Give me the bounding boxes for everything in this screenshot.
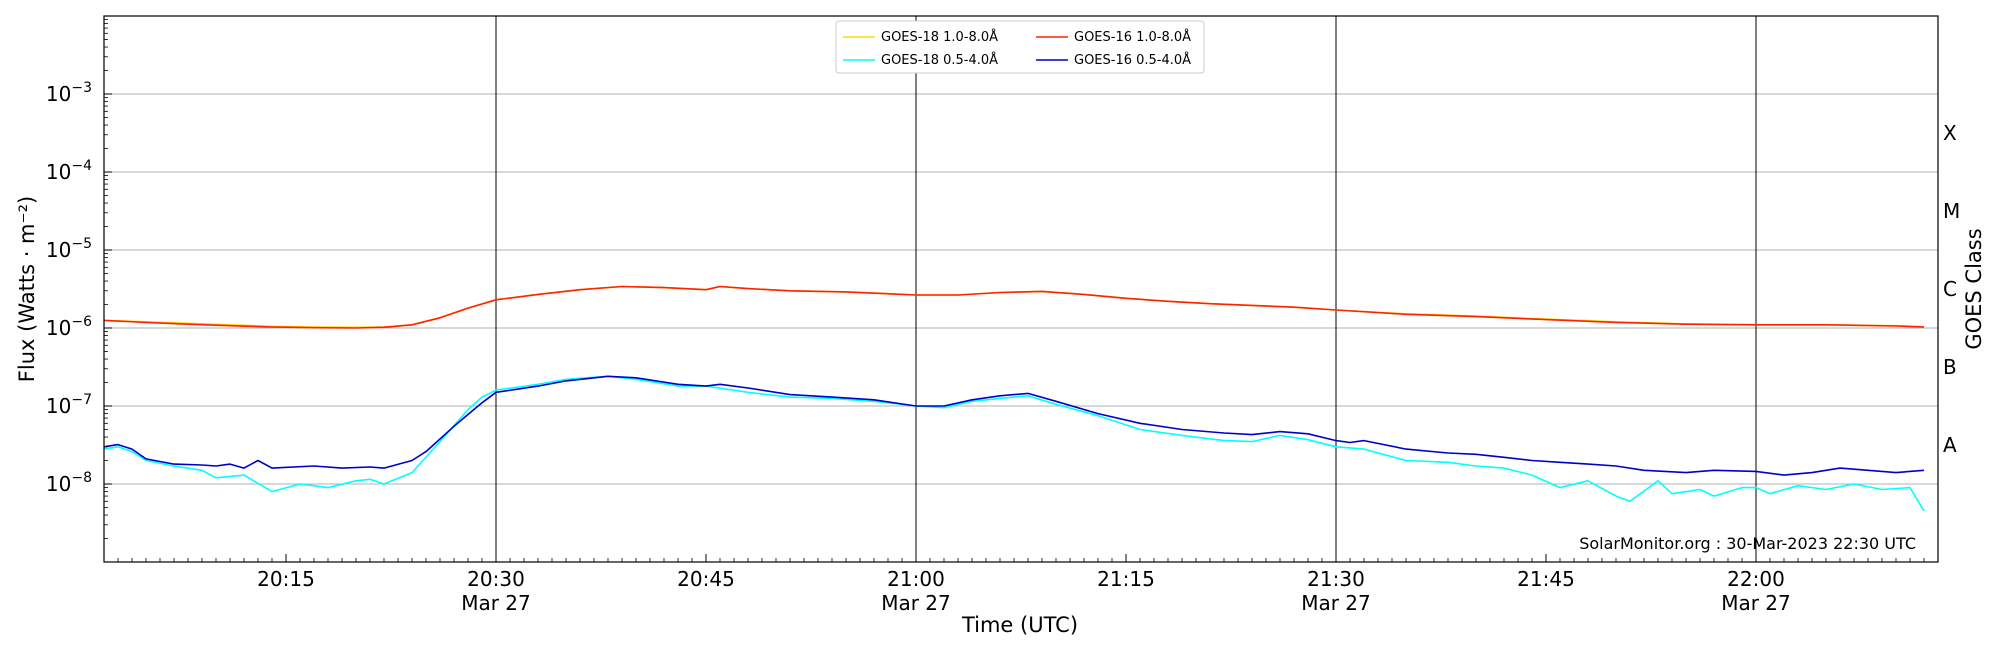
goes-class-label-a: A (1943, 433, 1957, 457)
x-tick-label-5: 21:30 (1307, 567, 1365, 591)
series-line-2 (103, 285, 1925, 329)
grid-lines (104, 93, 1938, 485)
x-tick-date-7: Mar 27 (1721, 591, 1791, 615)
legend-label-goes18-long: GOES-18 1.0-8.0Å (881, 29, 998, 45)
y-axis-label: Flux (Watts · m⁻²) (15, 196, 39, 382)
y-tick-label-0: 10−8 (46, 470, 92, 496)
legend-entry-goes16-long: GOES-16 1.0-8.0Å (1036, 29, 1191, 45)
series-line-1 (103, 375, 1925, 512)
x-tick-label-6: 21:45 (1517, 567, 1575, 591)
y-tick-label-3: 10−5 (46, 236, 92, 262)
y-tick-label-1: 10−7 (46, 392, 92, 418)
right-axis-label: GOES Class (1962, 228, 1986, 349)
legend-label-goes16-long: GOES-16 1.0-8.0Å (1074, 29, 1191, 45)
legend-label-goes16-short: GOES-16 0.5-4.0Å (1074, 52, 1191, 68)
y-tick-label-4: 10−4 (46, 158, 92, 184)
credit-text: SolarMonitor.org : 30-Mar-2023 22:30 UTC (1579, 534, 1916, 553)
x-tick-date-1: Mar 27 (461, 591, 531, 615)
x-tick-label-2: 20:45 (677, 567, 735, 591)
legend-entry-goes18-short: GOES-18 0.5-4.0Å (843, 52, 998, 68)
x-tick-label-1: 20:30 (467, 567, 525, 591)
x-tick-date-3: Mar 27 (881, 591, 951, 615)
series-line-3 (103, 375, 1925, 476)
x-axis-label: Time (UTC) (961, 613, 1078, 637)
legend-entry-goes16-short: GOES-16 0.5-4.0Å (1036, 52, 1191, 68)
legend-entry-goes18-long: GOES-18 1.0-8.0Å (843, 29, 998, 45)
legend-label-goes18-short: GOES-18 0.5-4.0Å (881, 52, 998, 68)
goes-class-label-x: X (1943, 121, 1957, 145)
y-tick-label-5: 10−3 (46, 80, 92, 106)
goes-class-label-b: B (1943, 355, 1957, 379)
goes-class-label-c: C (1943, 277, 1957, 301)
x-tick-label-3: 21:00 (887, 567, 945, 591)
plot-frame (103, 15, 1939, 563)
x-tick-label-7: 22:00 (1727, 567, 1785, 591)
x-tick-label-0: 20:15 (257, 567, 315, 591)
plot-background (104, 16, 1938, 562)
goes-class-label-m: M (1943, 199, 1960, 223)
series-lines (103, 285, 1925, 512)
x-tick-date-5: Mar 27 (1301, 591, 1371, 615)
legend-box (835, 20, 1205, 74)
x-tick-label-4: 21:15 (1097, 567, 1155, 591)
y-tick-label-2: 10−6 (46, 314, 92, 340)
legend: GOES-18 1.0-8.0Å GOES-18 0.5-4.0Å GOES-1… (835, 20, 1205, 74)
